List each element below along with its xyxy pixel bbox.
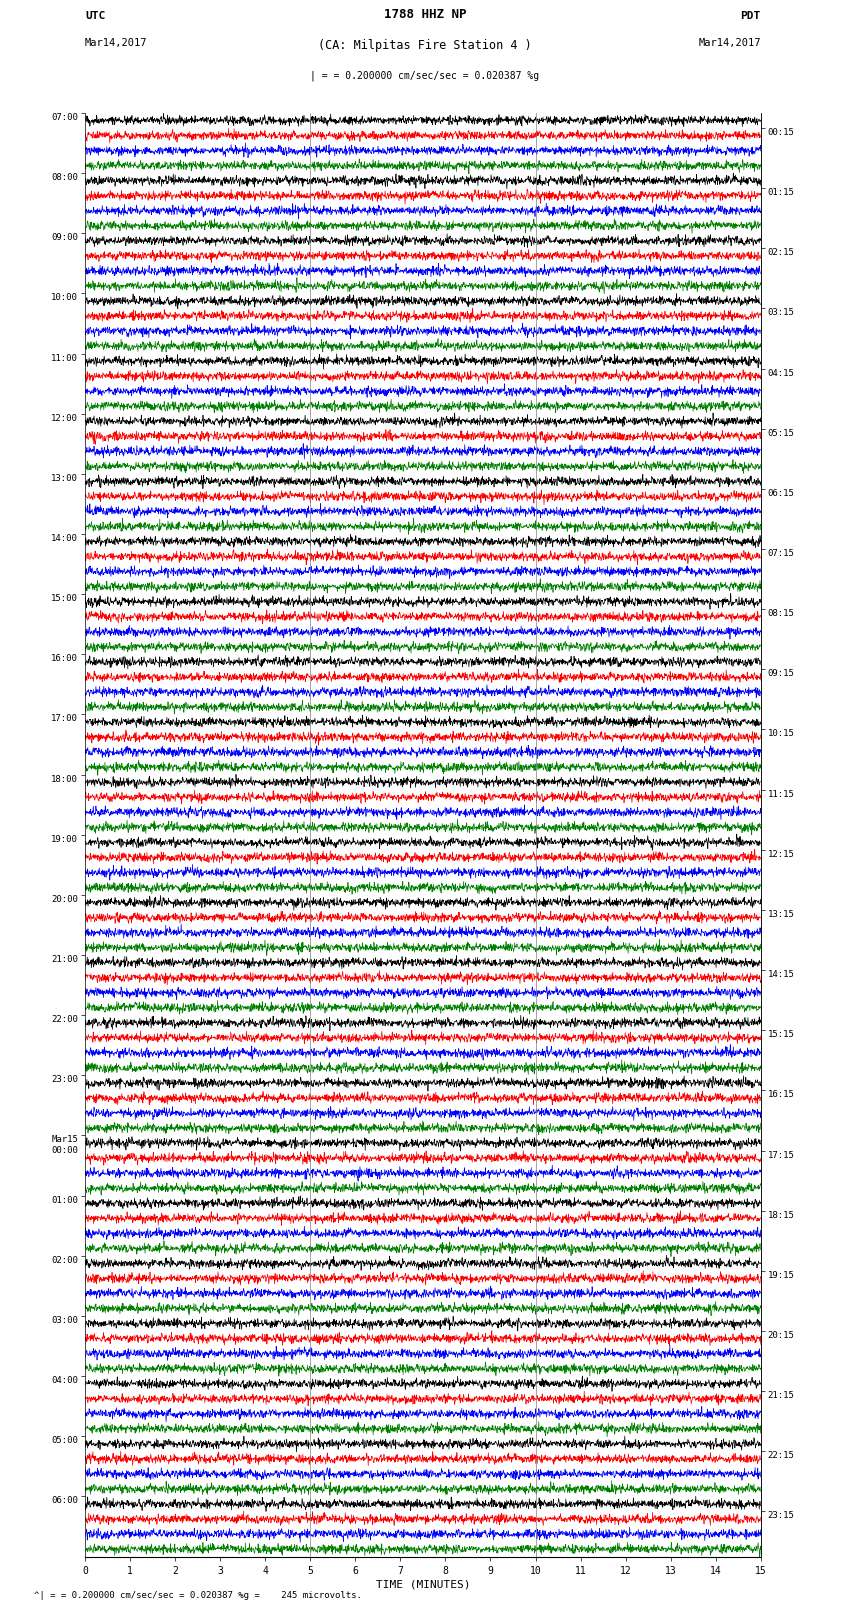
Text: ^| = = 0.200000 cm/sec/sec = 0.020387 %g =    245 microvolts.: ^| = = 0.200000 cm/sec/sec = 0.020387 %g… xyxy=(34,1590,362,1600)
Text: (CA: Milpitas Fire Station 4 ): (CA: Milpitas Fire Station 4 ) xyxy=(318,39,532,52)
Text: Mar14,2017: Mar14,2017 xyxy=(85,39,148,48)
Text: | = = 0.200000 cm/sec/sec = 0.020387 %g: | = = 0.200000 cm/sec/sec = 0.020387 %g xyxy=(310,69,540,81)
X-axis label: TIME (MINUTES): TIME (MINUTES) xyxy=(376,1579,470,1590)
Text: 1788 HHZ NP: 1788 HHZ NP xyxy=(383,8,467,21)
Text: Mar14,2017: Mar14,2017 xyxy=(698,39,761,48)
Text: UTC: UTC xyxy=(85,11,105,21)
Text: PDT: PDT xyxy=(740,11,761,21)
